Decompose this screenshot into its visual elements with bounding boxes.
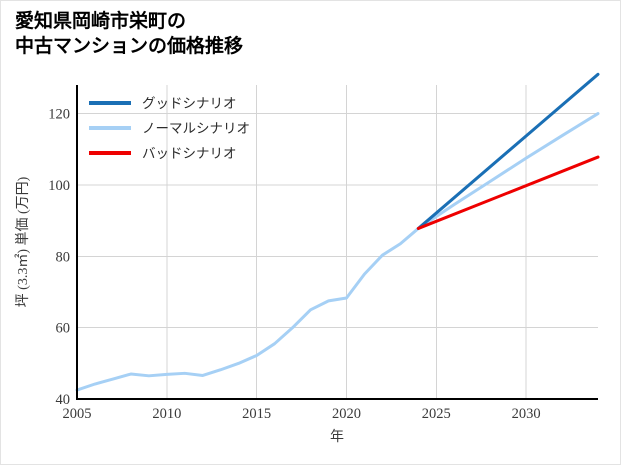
x-tick-label: 2020	[332, 406, 361, 422]
x-tick-label: 2005	[63, 406, 92, 422]
y-tick-label: 120	[48, 107, 70, 123]
y-axis-title: 坪 (3.3㎡) 単価 (万円)	[15, 176, 31, 307]
x-tick-label: 2030	[512, 406, 541, 422]
x-tick-label: 2015	[242, 406, 271, 422]
legend-label-3: バッドシナリオ	[142, 146, 237, 161]
y-tick-label: 40	[56, 392, 71, 408]
legend-label-1: グッドシナリオ	[142, 96, 237, 111]
x-tick-label: 2010	[152, 406, 181, 422]
series-group	[75, 72, 600, 392]
x-tick-label: 2025	[422, 406, 451, 422]
y-tick-label: 80	[56, 249, 71, 265]
tick-labels-group: 40 60 80 100 120 2005 2010 2015 2020 2025 2030	[48, 107, 540, 422]
axis-lines-group	[75, 85, 598, 401]
x-axis-title: 年	[330, 429, 344, 445]
legend-label-2: ノーマルシナリオ	[142, 121, 250, 136]
series-line-1	[75, 112, 600, 392]
y-tick-label: 60	[56, 321, 71, 337]
page-title: 愛知県岡崎市栄町の 中古マンションの価格推移	[15, 11, 244, 58]
axis-titles-group: 年 坪 (3.3㎡) 単価 (万円)	[15, 176, 344, 445]
series-line-2	[416, 72, 600, 230]
y-tick-label: 100	[48, 178, 70, 194]
series-line-3	[416, 155, 600, 230]
